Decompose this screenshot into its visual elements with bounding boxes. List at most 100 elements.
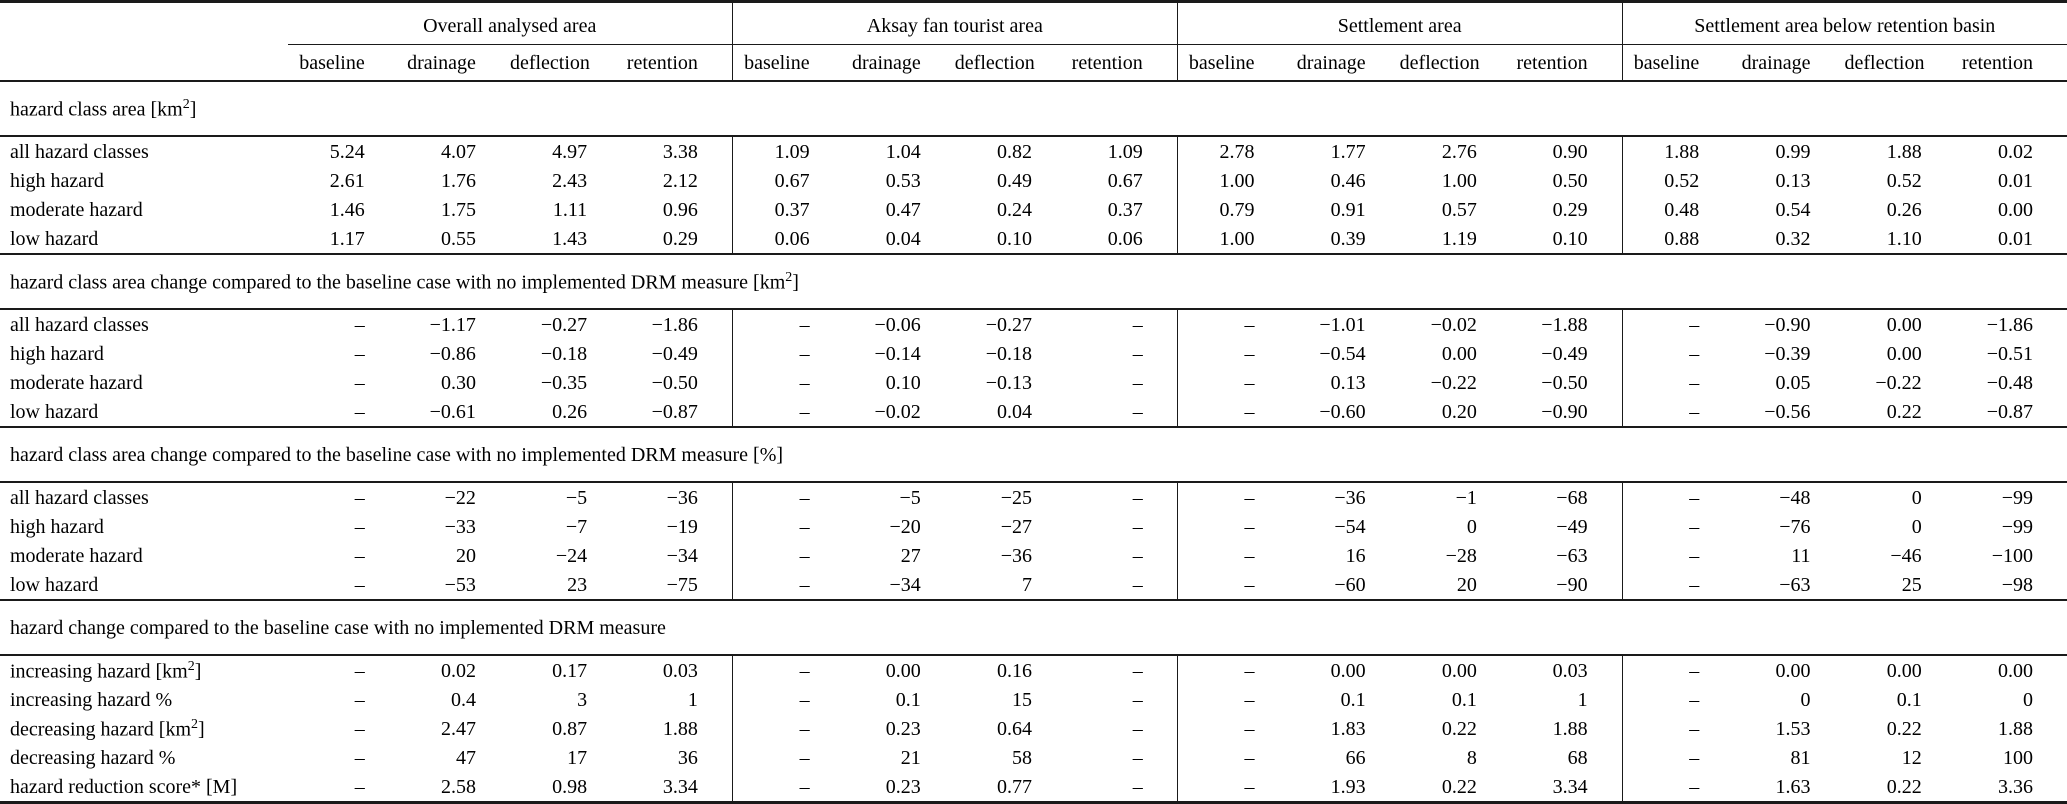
row-label: moderate hazard xyxy=(10,544,143,567)
superscript: 2 xyxy=(191,716,199,732)
value-cell: – xyxy=(1132,717,1143,740)
value-cell: 2.78 xyxy=(1176,136,1289,166)
value-cell: – xyxy=(731,655,844,685)
value-cell: 0 xyxy=(1466,515,1477,538)
value-cell: 0.13 xyxy=(1330,371,1366,394)
value-cell: 7 xyxy=(1022,573,1032,596)
value-cell: 0.24 xyxy=(997,198,1032,221)
value-cell: 3.34 xyxy=(662,775,698,798)
value-cell: −99 xyxy=(2001,515,2033,538)
value-cell: 0.30 xyxy=(440,371,476,394)
value-cell: 0.87 xyxy=(552,717,588,740)
value-cell: −46 xyxy=(1890,544,1922,567)
value-cell: 47 xyxy=(455,746,476,769)
value-cell: 1.09 xyxy=(1107,140,1143,163)
value-cell: – xyxy=(1132,342,1143,365)
col-header: drainage xyxy=(843,44,955,82)
superscript: 2 xyxy=(187,658,195,674)
group-header: Settlement area below retention basin xyxy=(1621,1,2067,45)
row-label: all hazard classes xyxy=(10,313,149,336)
value-cell: 0.4 xyxy=(450,688,476,711)
value-cell: – xyxy=(1621,309,1734,339)
value-cell: −5 xyxy=(899,486,921,509)
value-cell: 1.17 xyxy=(329,227,365,250)
value-cell: 0.1 xyxy=(1451,688,1477,711)
value-cell: 0.53 xyxy=(885,169,921,192)
value-cell: – xyxy=(1176,512,1289,541)
row-label: high hazard xyxy=(10,515,104,538)
value-cell: −68 xyxy=(1556,486,1588,509)
table-row: high hazard – −33 −7 −19 – −20 −27 – – −54 0 −49 – −76… xyxy=(0,512,2067,541)
table-row: low hazard – −53 23 −75 – −34 7 – – −60 20 −90 – −63 25… xyxy=(0,570,2067,600)
value-cell: 0.22 xyxy=(1441,775,1477,798)
value-cell: – xyxy=(1621,482,1734,512)
value-cell: 20 xyxy=(1456,573,1477,596)
value-cell: 0.26 xyxy=(1886,198,1922,221)
row-label: hazard reduction score* [M] xyxy=(10,775,238,798)
value-cell: 0.1 xyxy=(895,688,921,711)
value-cell: – xyxy=(1176,570,1289,600)
value-cell: – xyxy=(1176,339,1289,368)
value-cell: 1.63 xyxy=(1775,775,1811,798)
value-cell: −1.86 xyxy=(651,313,698,336)
value-cell: 1.76 xyxy=(440,169,476,192)
value-cell: 0.06 xyxy=(1107,227,1143,250)
value-cell: – xyxy=(1621,743,1734,772)
value-cell: – xyxy=(731,512,844,541)
superscript: 2 xyxy=(182,96,190,112)
value-cell: – xyxy=(1132,659,1143,682)
value-cell: −0.48 xyxy=(1986,371,2033,394)
value-cell: – xyxy=(1132,573,1143,596)
stub-header xyxy=(0,2,288,45)
value-cell: −36 xyxy=(666,486,698,509)
value-cell: 1.09 xyxy=(731,136,844,166)
col-header: retention xyxy=(621,44,733,82)
row-label: low hazard xyxy=(10,573,99,596)
value-cell: – xyxy=(1176,541,1289,570)
value-cell: 0.10 xyxy=(885,371,921,394)
value-cell: 2.12 xyxy=(662,169,698,192)
value-cell: – xyxy=(731,570,844,600)
table-row: decreasing hazard % – 47 17 36 – 21 58 – – 66 8 68 – 8… xyxy=(0,743,2067,772)
value-cell: 1 xyxy=(1577,688,1588,711)
value-cell: −0.27 xyxy=(985,313,1032,336)
value-cell: −0.50 xyxy=(651,371,698,394)
value-cell: 0.13 xyxy=(1775,169,1811,192)
value-cell: −0.02 xyxy=(874,400,921,423)
value-cell: 25 xyxy=(1901,573,1922,596)
value-cell: 1.53 xyxy=(1775,717,1811,740)
value-cell: −0.90 xyxy=(1764,313,1811,336)
value-cell: 0.88 xyxy=(1621,224,1734,254)
col-header: deflection xyxy=(1844,44,1956,82)
value-cell: −0.39 xyxy=(1764,342,1811,365)
value-cell: – xyxy=(354,371,365,394)
value-cell: 0.23 xyxy=(885,717,921,740)
value-cell: – xyxy=(1621,368,1734,397)
value-cell: 16 xyxy=(1345,544,1366,567)
value-cell: −0.54 xyxy=(1319,342,1366,365)
col-header: baseline xyxy=(731,44,844,82)
value-cell: 0.67 xyxy=(1107,169,1143,192)
value-cell: – xyxy=(354,486,365,509)
value-cell: 27 xyxy=(900,544,921,567)
value-cell: 0.67 xyxy=(731,166,844,195)
value-cell: −0.49 xyxy=(651,342,698,365)
value-cell: 0.46 xyxy=(1330,169,1366,192)
value-cell: −0.49 xyxy=(1541,342,1588,365)
value-cell: −1.17 xyxy=(429,313,476,336)
value-cell: −53 xyxy=(444,573,476,596)
col-header: baseline xyxy=(287,44,399,82)
value-cell: 1.75 xyxy=(440,198,476,221)
row-label: low hazard xyxy=(10,400,99,423)
value-cell: 15 xyxy=(1012,688,1032,711)
value-cell: 4.07 xyxy=(440,140,476,163)
value-cell: 1.77 xyxy=(1330,140,1366,163)
table-row: all hazard classes 5.24 4.07 4.97 3.38 1.09 1.… xyxy=(0,136,2067,166)
value-cell: −0.02 xyxy=(1430,313,1477,336)
value-cell: −76 xyxy=(1779,515,1811,538)
value-cell: 1.93 xyxy=(1330,775,1366,798)
value-cell: 0.01 xyxy=(1998,227,2033,250)
value-cell: −0.56 xyxy=(1764,400,1811,423)
value-cell: 0.00 xyxy=(1330,659,1366,682)
